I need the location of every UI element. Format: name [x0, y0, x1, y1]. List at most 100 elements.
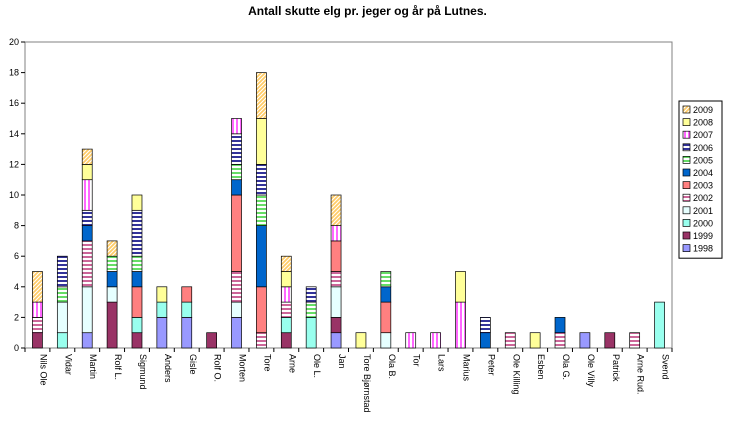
legend-label-2009: 2009 [693, 105, 713, 115]
x-tick-label-vidar: Vidar [63, 354, 73, 375]
legend-label-2004: 2004 [693, 168, 713, 178]
bar-ole-l-2000 [305, 317, 317, 349]
bar-tore-2005 [256, 194, 267, 226]
x-tick-label-ola-g: Ola G. [561, 354, 571, 380]
bar-rolf-l-2005 [106, 255, 118, 272]
legend-label-2002: 2002 [693, 193, 713, 203]
bar-arne-2007 [280, 286, 292, 303]
legend-label-2005: 2005 [693, 155, 713, 165]
bar-ole-villy-1998 [579, 332, 591, 349]
legend-label-1998: 1998 [693, 244, 713, 254]
plot-area [24, 41, 673, 349]
bar-tor-2007 [405, 332, 417, 349]
legend-label-2006: 2006 [693, 143, 713, 153]
x-tick-label-tore-bj-rnstad: Tore Bjørnstad [362, 354, 372, 413]
bar-jan-2007 [330, 225, 342, 242]
x-tick-label-lars: Lars [437, 354, 447, 372]
bar-rolf-l-2004 [106, 271, 118, 288]
x-tick-label-martin: Martin [88, 354, 98, 379]
bar-ole-killing-2002 [504, 332, 516, 349]
bar-ola-b-2001 [380, 332, 392, 349]
bar-arne-1999 [280, 332, 292, 349]
bar-jan-2002 [330, 271, 342, 288]
bar-morten-2007 [231, 118, 242, 135]
bar-tore-bj-rnstad-2008 [355, 332, 367, 349]
bar-esben-2008 [529, 332, 541, 349]
legend-label-2007: 2007 [693, 130, 713, 140]
bar-martin-2004 [81, 225, 93, 242]
bar-tore-2006 [256, 164, 267, 196]
bar-martin-2002 [81, 240, 93, 288]
bar-tore-2004 [256, 225, 267, 288]
x-tick-label-marius: Marius [461, 354, 471, 382]
bar-sigmund-2006 [131, 209, 143, 257]
bar-jan-2003 [330, 240, 342, 272]
bar-rolf-l-2009 [106, 240, 118, 257]
bar-marius-2008 [455, 271, 466, 303]
bar-tore-2009 [256, 72, 267, 119]
bar-rolf-l-2001 [106, 286, 118, 303]
bar-rolf-l-1999 [106, 301, 118, 349]
bar-morten-2004 [231, 179, 242, 196]
x-tick-label-svend: Svend [661, 354, 671, 380]
y-tick-label: 2 [14, 312, 19, 322]
bar-morten-2002 [231, 271, 242, 303]
bar-gisle-2003 [181, 286, 193, 303]
bar-martin-2007 [81, 179, 93, 211]
bar-vidar-2006 [56, 255, 68, 288]
y-tick-label: 14 [9, 129, 19, 139]
bar-martin-1998 [81, 332, 93, 349]
legend-swatch-2009 [682, 105, 691, 114]
x-tick-label-jan: Jan [337, 354, 347, 369]
bar-sigmund-2008 [131, 194, 143, 211]
x-tick-label-rolf-o: Rolf O. [213, 354, 223, 382]
x-tick-label-tore: Tore [262, 354, 272, 372]
bar-morten-2003 [231, 194, 242, 272]
legend-swatch-2006 [682, 143, 691, 152]
y-tick-label: 4 [14, 282, 19, 292]
legend-swatch-1998 [682, 244, 691, 252]
bar-anders-2008 [156, 286, 168, 303]
bar-arne-2009 [280, 255, 292, 272]
bar-sigmund-2003 [131, 286, 143, 318]
bar-vidar-2001 [56, 301, 68, 334]
bar-martin-2006 [81, 209, 93, 226]
legend-swatch-2001 [682, 206, 691, 215]
x-tick-label-ole-l: Ole L. [312, 354, 322, 378]
bar-ole-l-2005 [305, 301, 317, 318]
bar-arne-2008 [280, 271, 292, 288]
x-tick-label-arne-rud: Arne Rud. [636, 354, 646, 395]
bar-morten-1998 [231, 317, 242, 349]
x-tick-label-ole-killing: Ole Killing [511, 354, 521, 395]
bar-jan-2009 [330, 194, 342, 226]
y-tick-label: 10 [9, 190, 19, 200]
legend-label-2003: 2003 [693, 181, 713, 191]
bar-sigmund-2004 [131, 271, 143, 288]
legend-swatch-1999 [682, 231, 691, 240]
bar-morten-2001 [231, 301, 242, 318]
y-tick-label: 18 [9, 68, 19, 78]
bar-arne-2002 [280, 301, 292, 318]
bar-ola-b-2003 [380, 301, 392, 334]
bar-patrick-1999 [604, 332, 616, 349]
bar-anders-1998 [156, 317, 168, 349]
x-tick-label-anders: Anders [163, 354, 173, 383]
bar-ole-l-2006 [305, 286, 317, 303]
bar-sigmund-1999 [131, 332, 143, 349]
bar-peter-2006 [480, 317, 491, 334]
bar-ola-g-2004 [554, 317, 566, 334]
bar-ola-b-2004 [380, 286, 392, 303]
bar-nils-ole-2009 [32, 271, 43, 303]
bar-nils-ole-2007 [32, 301, 43, 318]
bar-tore-2008 [256, 118, 267, 165]
x-tick-label-arne: Arne [287, 354, 297, 373]
bar-martin-2009 [81, 148, 93, 165]
x-tick-label-peter: Peter [486, 354, 496, 376]
legend-swatch-2004 [682, 168, 691, 177]
legend-label-2001: 2001 [693, 206, 713, 216]
x-tick-label-rolf-l: Rolf L. [113, 354, 123, 380]
x-tick-label-tor: Tor [412, 354, 422, 367]
bar-jan-2001 [330, 286, 342, 318]
legend-label-2000: 2000 [693, 218, 713, 228]
